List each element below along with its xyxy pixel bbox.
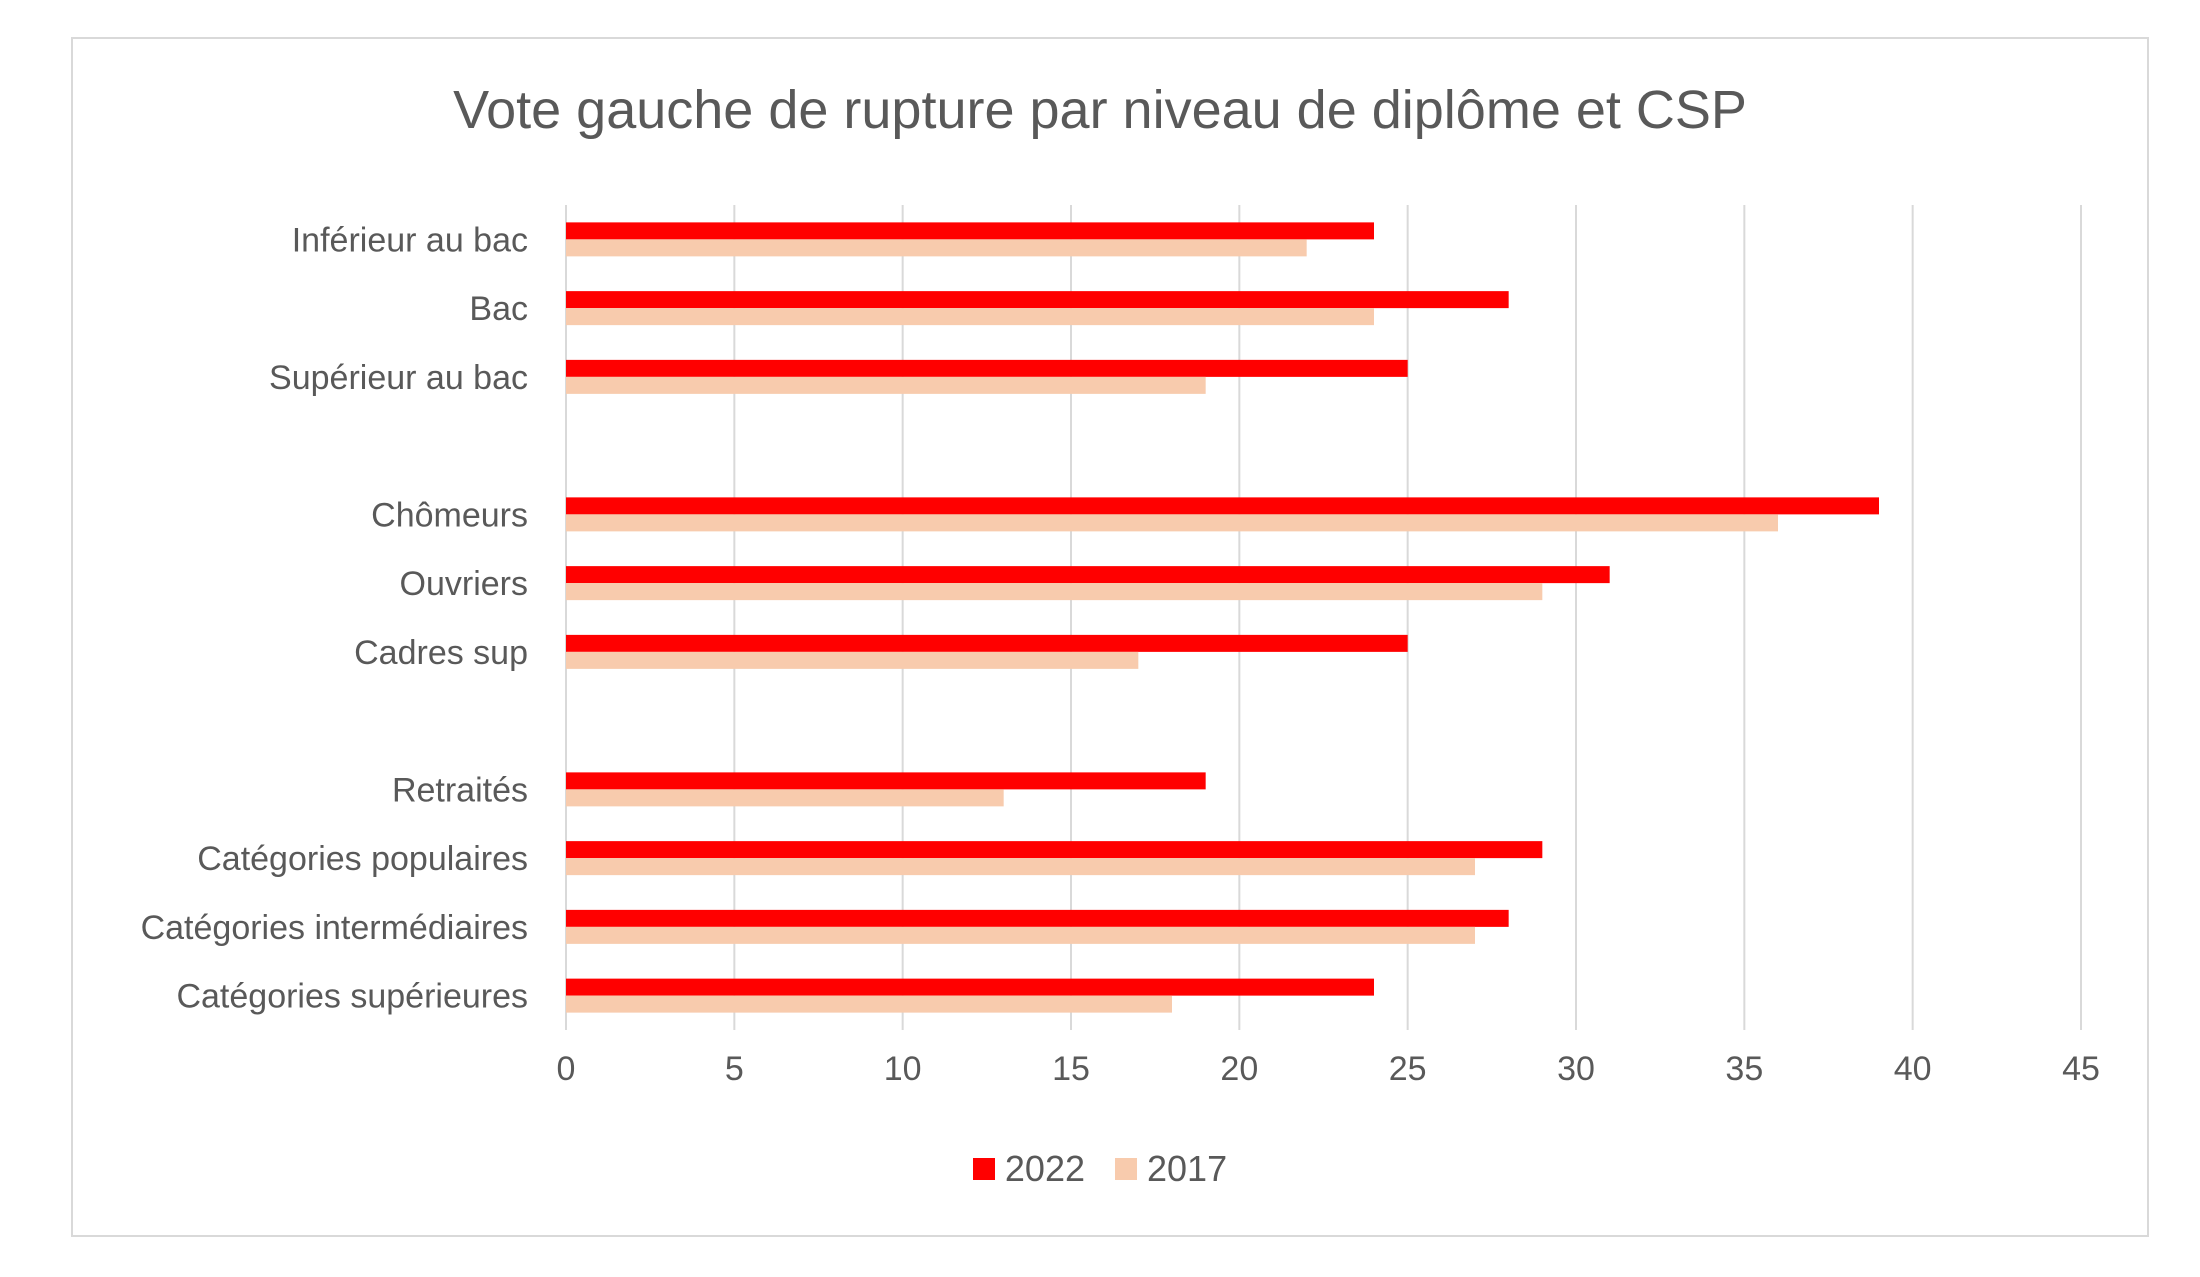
bar-2022-cadres-sup bbox=[566, 634, 1408, 652]
x-tick-label-15: 15 bbox=[1052, 1050, 1090, 1088]
bar-2022-categories-superieures bbox=[566, 978, 1374, 996]
bar-2022-categories-populaires bbox=[566, 841, 1543, 859]
legend-item-2022: 2022 bbox=[972, 1148, 1085, 1190]
category-label-superieur-au-bac: Supérieur au bac bbox=[269, 359, 528, 397]
legend-item-2017: 2017 bbox=[1115, 1148, 1227, 1190]
bar-2022-chomeurs bbox=[566, 497, 1879, 515]
bar-2017-categories-populaires bbox=[566, 858, 1475, 876]
bar-2017-bac bbox=[566, 308, 1374, 326]
x-tick-label-30: 30 bbox=[1557, 1050, 1595, 1088]
bar-2022-bac bbox=[566, 291, 1509, 309]
chart-title: Vote gauche de rupture par niveau de dip… bbox=[453, 80, 1747, 140]
bar-2017-chomeurs bbox=[566, 514, 1778, 532]
bar-2017-superieur-au-bac bbox=[566, 376, 1206, 394]
bar-2022-superieur-au-bac bbox=[566, 359, 1408, 377]
category-label-cadres-sup: Cadres sup bbox=[354, 634, 528, 672]
bar-2017-inferieur-au-bac bbox=[566, 239, 1307, 257]
category-label-retraites: Retraités bbox=[392, 771, 528, 809]
x-tick-label-0: 0 bbox=[557, 1050, 576, 1088]
category-label-ouvriers: Ouvriers bbox=[400, 565, 528, 603]
gridlines bbox=[565, 205, 2082, 1030]
bar-2022-ouvriers bbox=[566, 566, 1610, 584]
legend-swatch-2022 bbox=[972, 1158, 995, 1180]
category-label-inferieur-au-bac: Inférieur au bac bbox=[292, 221, 528, 259]
category-label-categories-populaires: Catégories populaires bbox=[197, 840, 528, 878]
x-axis-tick-labels: 0 5 10 15 20 25 30 35 40 45 bbox=[557, 1050, 2100, 1088]
category-label-bac: Bac bbox=[469, 290, 528, 328]
x-tick-label-20: 20 bbox=[1220, 1050, 1258, 1088]
category-label-categories-intermediaires: Catégories intermédiaires bbox=[141, 909, 528, 947]
x-tick-label-35: 35 bbox=[1725, 1050, 1763, 1088]
bars bbox=[566, 222, 1879, 1013]
bar-2017-categories-intermediaires bbox=[566, 926, 1475, 944]
x-tick-label-5: 5 bbox=[725, 1050, 744, 1088]
bar-2017-categories-superieures bbox=[566, 995, 1172, 1013]
category-label-categories-superieures: Catégories supérieures bbox=[176, 978, 528, 1016]
x-tick-label-25: 25 bbox=[1389, 1050, 1427, 1088]
x-tick-label-10: 10 bbox=[884, 1050, 922, 1088]
x-tick-label-45: 45 bbox=[2062, 1050, 2100, 1088]
bar-2022-retraites bbox=[566, 772, 1206, 790]
legend: 2022 2017 bbox=[0, 1148, 2200, 1190]
legend-swatch-2017 bbox=[1115, 1158, 1137, 1180]
category-labels: Inférieur au bac Bac Supérieur au bac Chôme… bbox=[141, 221, 528, 1015]
category-label-chomeurs: Chômeurs bbox=[371, 496, 528, 534]
x-tick-label-40: 40 bbox=[1894, 1050, 1932, 1088]
bar-2017-cadres-sup bbox=[566, 651, 1139, 669]
bar-2017-ouvriers bbox=[566, 583, 1543, 601]
legend-label-2022: 2022 bbox=[1004, 1148, 1085, 1189]
bar-2022-inferieur-au-bac bbox=[566, 222, 1374, 240]
legend-label-2017: 2017 bbox=[1147, 1148, 1228, 1189]
bar-2017-retraites bbox=[566, 789, 1004, 807]
bar-2022-categories-intermediaires bbox=[566, 909, 1509, 927]
